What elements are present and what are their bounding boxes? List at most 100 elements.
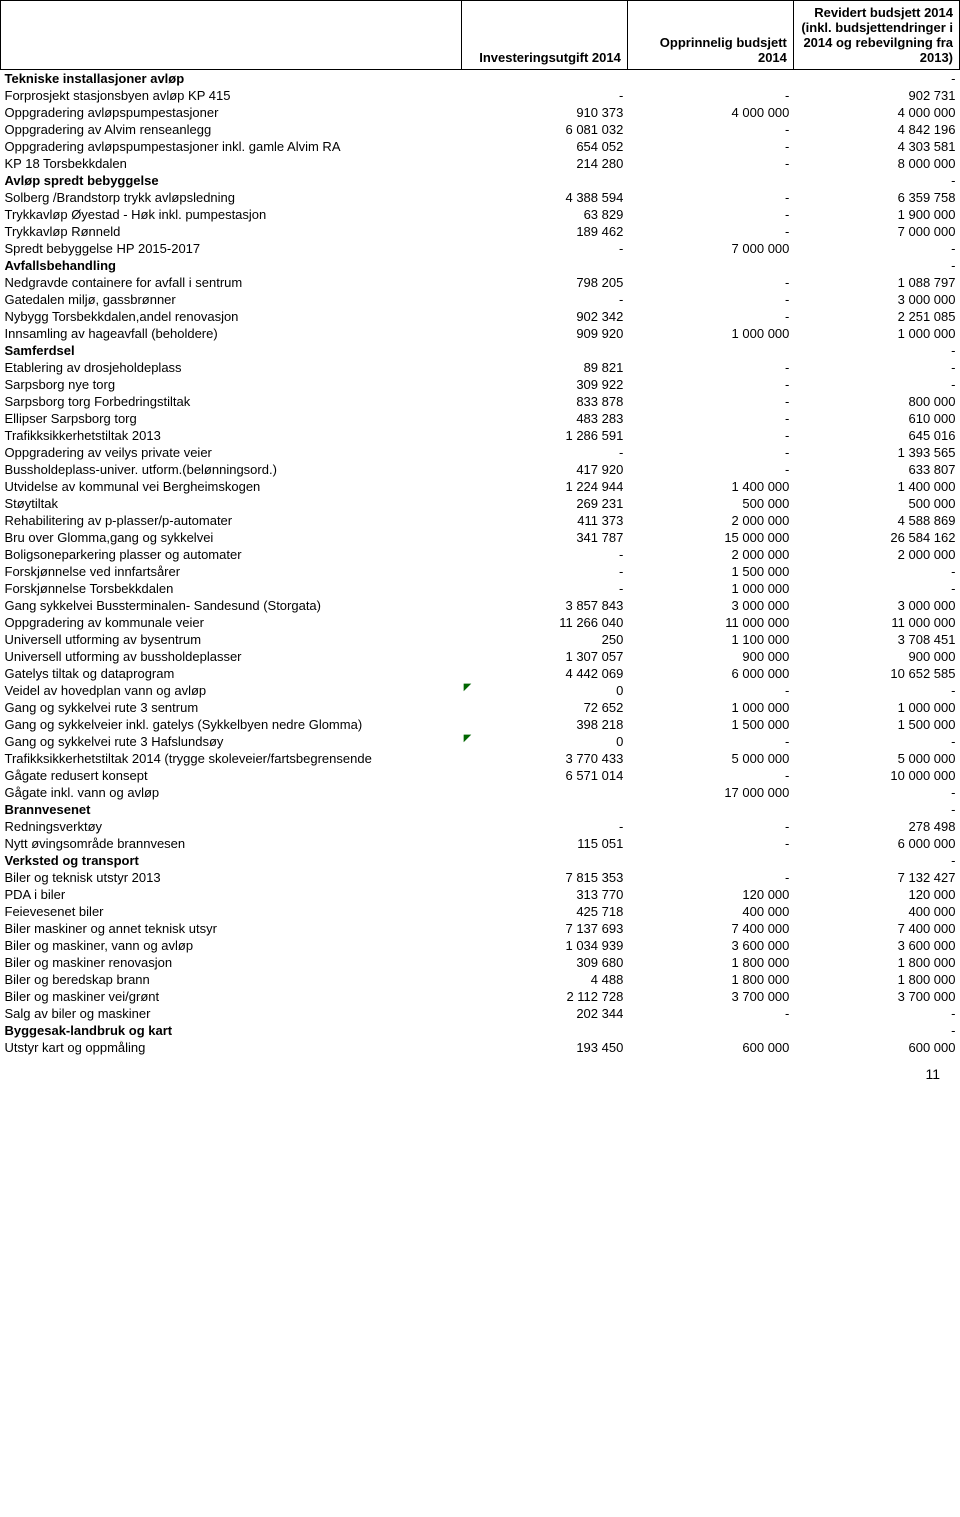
- row-value-invest: 1 034 939: [461, 937, 627, 954]
- row-value-original: -: [627, 818, 793, 835]
- col-header-invest: Investeringsutgift 2014: [461, 1, 627, 70]
- row-label: Verksted og transport: [1, 852, 462, 869]
- row-value-invest: 341 787: [461, 529, 627, 546]
- row-value-invest: 6 571 014: [461, 767, 627, 784]
- row-value-revised: -: [793, 70, 959, 88]
- row-value-revised: 7 132 427: [793, 869, 959, 886]
- row-value-original: [627, 172, 793, 189]
- row-value-invest: 411 373: [461, 512, 627, 529]
- table-row: Bru over Glomma,gang og sykkelvei341 787…: [1, 529, 960, 546]
- row-label: Avfallsbehandling: [1, 257, 462, 274]
- row-value-original: -: [627, 87, 793, 104]
- row-value-revised: -: [793, 257, 959, 274]
- table-row: Utstyr kart og oppmåling193 450600 00060…: [1, 1039, 960, 1056]
- table-row: KP 18 Torsbekkdalen214 280-8 000 000: [1, 155, 960, 172]
- row-value-revised: -: [793, 359, 959, 376]
- row-label: Gang og sykkelvei rute 3 sentrum: [1, 699, 462, 716]
- row-value-original: 120 000: [627, 886, 793, 903]
- row-label: Byggesak-landbruk og kart: [1, 1022, 462, 1039]
- row-value-invest: 313 770: [461, 886, 627, 903]
- table-row: Støytiltak269 231500 000500 000: [1, 495, 960, 512]
- row-label: Salg av biler og maskiner: [1, 1005, 462, 1022]
- table-row: Gatelys tiltak og dataprogram4 442 0696 …: [1, 665, 960, 682]
- row-label: Biler og maskiner renovasjon: [1, 954, 462, 971]
- row-value-revised: -: [793, 1022, 959, 1039]
- row-value-invest: 902 342: [461, 308, 627, 325]
- row-label: Biler og teknisk utstyr 2013: [1, 869, 462, 886]
- row-value-invest: 4 442 069: [461, 665, 627, 682]
- row-value-invest: 269 231: [461, 495, 627, 512]
- row-value-invest: -: [461, 87, 627, 104]
- row-value-original: -: [627, 835, 793, 852]
- row-label: Forprosjekt stasjonsbyen avløp KP 415: [1, 87, 462, 104]
- row-value-original: 1 000 000: [627, 325, 793, 342]
- row-label: Universell utforming av bussholdeplasser: [1, 648, 462, 665]
- row-value-invest: -: [461, 563, 627, 580]
- row-value-revised: -: [793, 733, 959, 750]
- row-value-original: -: [627, 682, 793, 699]
- table-row: Gågate inkl. vann og avløp17 000 000-: [1, 784, 960, 801]
- row-label: Oppgradering av kommunale veier: [1, 614, 462, 631]
- row-value-revised: 7 400 000: [793, 920, 959, 937]
- row-value-invest: 89 821: [461, 359, 627, 376]
- table-row: Sarpsborg nye torg309 922--: [1, 376, 960, 393]
- table-row: Gang og sykkelvei rute 3 Hafslundsøy◤0--: [1, 733, 960, 750]
- row-label: Sarpsborg torg Forbedringstiltak: [1, 393, 462, 410]
- table-row: Trykkavløp Rønneld189 462-7 000 000: [1, 223, 960, 240]
- row-value-original: 1 400 000: [627, 478, 793, 495]
- row-value-invest: 4 388 594: [461, 189, 627, 206]
- row-value-original: 3 700 000: [627, 988, 793, 1005]
- row-label: Gågate redusert konsept: [1, 767, 462, 784]
- row-value-revised: 6 000 000: [793, 835, 959, 852]
- row-label: Bru over Glomma,gang og sykkelvei: [1, 529, 462, 546]
- col-header-original: Opprinnelig budsjett 2014: [627, 1, 793, 70]
- row-value-invest: 63 829: [461, 206, 627, 223]
- row-label: Innsamling av hageavfall (beholdere): [1, 325, 462, 342]
- table-row: Trykkavløp Øyestad - Høk inkl. pumpestas…: [1, 206, 960, 223]
- row-value-revised: 645 016: [793, 427, 959, 444]
- table-row: Innsamling av hageavfall (beholdere)909 …: [1, 325, 960, 342]
- table-row: Biler og maskiner vei/grønt2 112 7283 70…: [1, 988, 960, 1005]
- table-header-row: Investeringsutgift 2014 Opprinnelig buds…: [1, 1, 960, 70]
- row-value-revised: 2 251 085: [793, 308, 959, 325]
- row-label: Gang og sykkelvei rute 3 Hafslundsøy: [1, 733, 462, 750]
- cell-marker-icon: ◤: [463, 733, 471, 744]
- row-value-original: 1 000 000: [627, 699, 793, 716]
- row-value-original: -: [627, 1005, 793, 1022]
- row-value-invest: [461, 784, 627, 801]
- row-value-original: -: [627, 206, 793, 223]
- table-row: Universell utforming av bussholdeplasser…: [1, 648, 960, 665]
- table-row: Ellipser Sarpsborg torg483 283-610 000: [1, 410, 960, 427]
- row-value-invest: 214 280: [461, 155, 627, 172]
- row-value-revised: 1 000 000: [793, 699, 959, 716]
- row-label: Gatedalen miljø, gassbrønner: [1, 291, 462, 308]
- row-value-original: 1 800 000: [627, 971, 793, 988]
- row-value-original: 15 000 000: [627, 529, 793, 546]
- row-value-original: -: [627, 359, 793, 376]
- row-label: Rehabilitering av p-plasser/p-automater: [1, 512, 462, 529]
- row-value-revised: 4 842 196: [793, 121, 959, 138]
- row-label: Biler og maskiner vei/grønt: [1, 988, 462, 1005]
- row-value-invest: 7 137 693: [461, 920, 627, 937]
- row-value-revised: 120 000: [793, 886, 959, 903]
- row-value-revised: 6 359 758: [793, 189, 959, 206]
- table-row: Biler og maskiner renovasjon309 6801 800…: [1, 954, 960, 971]
- row-value-invest: [461, 342, 627, 359]
- row-value-original: 7 000 000: [627, 240, 793, 257]
- row-label: Veidel av hovedplan vann og avløp: [1, 682, 462, 699]
- row-value-original: -: [627, 733, 793, 750]
- row-value-invest: 1 224 944: [461, 478, 627, 495]
- row-label: Tekniske installasjoner avløp: [1, 70, 462, 88]
- row-value-revised: 4 588 869: [793, 512, 959, 529]
- row-value-original: 3 000 000: [627, 597, 793, 614]
- row-value-original: -: [627, 376, 793, 393]
- table-row: Veidel av hovedplan vann og avløp◤0--: [1, 682, 960, 699]
- table-row: Spredt bebyggelse HP 2015-2017-7 000 000…: [1, 240, 960, 257]
- row-value-invest: 3 770 433: [461, 750, 627, 767]
- row-value-invest: ◤0: [461, 733, 627, 750]
- row-value-original: -: [627, 223, 793, 240]
- row-value-invest: 798 205: [461, 274, 627, 291]
- row-value-original: -: [627, 461, 793, 478]
- row-value-original: -: [627, 393, 793, 410]
- table-row: Redningsverktøy--278 498: [1, 818, 960, 835]
